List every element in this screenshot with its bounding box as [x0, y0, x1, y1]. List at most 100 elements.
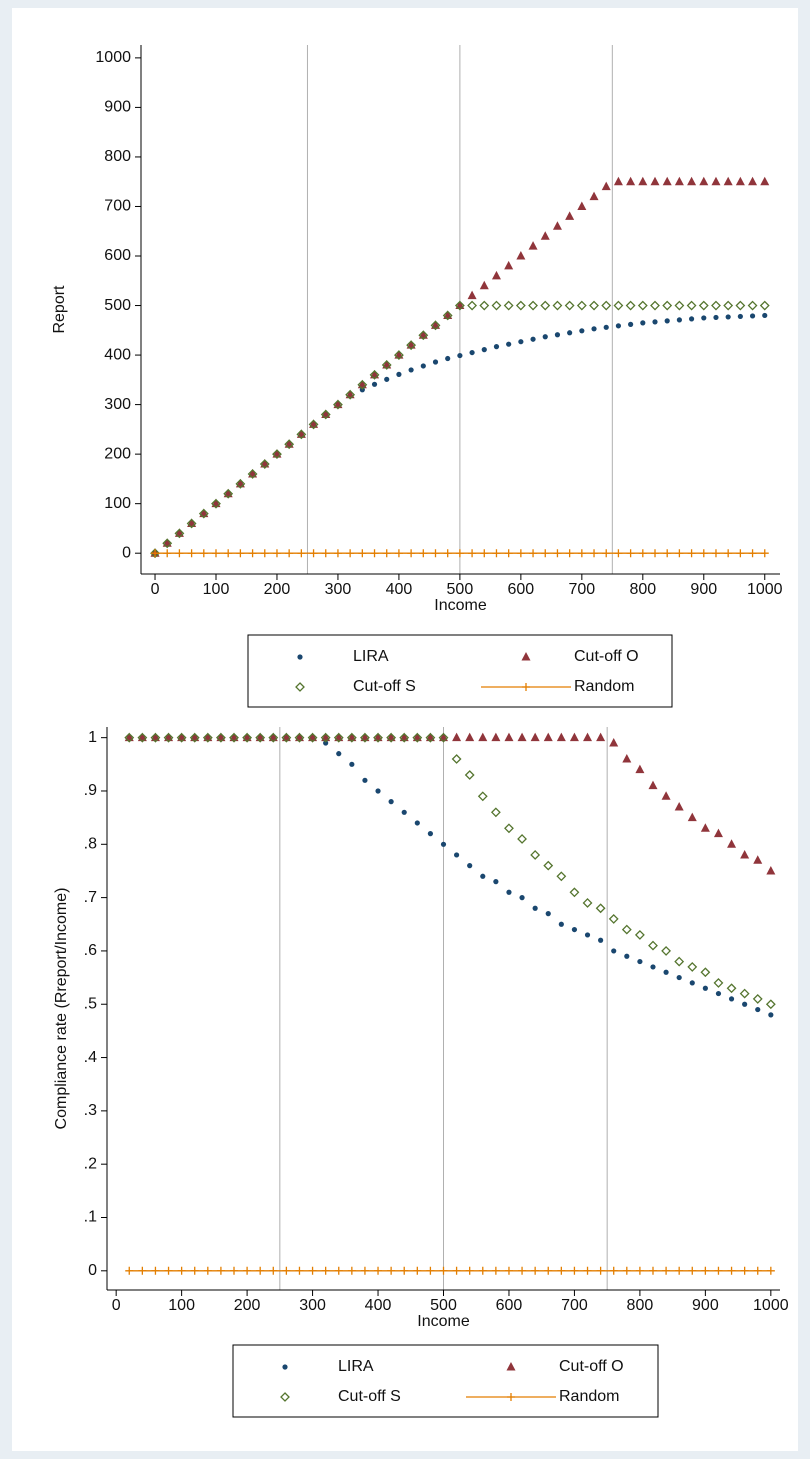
point	[554, 332, 561, 338]
legend-key	[295, 682, 305, 692]
point	[506, 889, 512, 895]
point	[601, 300, 612, 311]
point	[531, 1266, 540, 1275]
point	[490, 807, 501, 818]
legend-label: Cut-off O	[574, 648, 639, 665]
point	[296, 429, 307, 440]
point	[577, 201, 587, 210]
point	[567, 330, 573, 336]
x-tick-label: 700	[561, 1297, 588, 1314]
point	[766, 865, 776, 875]
point	[281, 732, 292, 743]
point	[675, 1266, 684, 1275]
point	[582, 898, 593, 908]
point	[414, 820, 420, 826]
point	[425, 732, 436, 743]
y-tick-label: 600	[104, 247, 131, 264]
point	[272, 549, 281, 558]
y-tick-label: 700	[104, 198, 131, 215]
point	[701, 1266, 710, 1275]
point	[516, 251, 526, 260]
point	[569, 732, 579, 742]
legend-label: Cut-off O	[559, 1358, 624, 1375]
point	[530, 732, 540, 742]
point	[477, 791, 488, 802]
point	[532, 905, 538, 911]
point	[408, 367, 414, 373]
legend-label: Random	[559, 1388, 619, 1405]
point	[480, 873, 486, 879]
y-tick-label: .6	[84, 942, 97, 959]
point	[624, 953, 630, 959]
point	[321, 1266, 330, 1275]
point	[400, 1266, 409, 1275]
point	[765, 999, 776, 1010]
point	[375, 788, 381, 794]
point	[516, 549, 525, 558]
point	[125, 1266, 134, 1275]
point	[663, 969, 669, 975]
point	[242, 732, 253, 743]
point	[565, 549, 574, 558]
point	[504, 549, 513, 558]
point	[124, 732, 135, 743]
point	[601, 181, 611, 191]
point	[583, 732, 593, 742]
point	[571, 926, 578, 933]
point	[426, 1266, 435, 1275]
point	[540, 231, 550, 240]
point	[674, 801, 684, 811]
point	[345, 389, 356, 400]
point	[418, 330, 429, 341]
point	[468, 549, 477, 558]
point	[662, 300, 673, 311]
point	[452, 732, 462, 742]
point	[622, 753, 632, 763]
y-tick-label: 400	[104, 346, 131, 363]
point	[430, 320, 441, 331]
point	[768, 1012, 774, 1018]
point	[622, 1266, 631, 1275]
point	[358, 549, 367, 558]
point	[224, 549, 233, 558]
point	[589, 191, 599, 201]
point	[309, 549, 318, 558]
point	[465, 1266, 474, 1275]
point	[357, 379, 368, 390]
point	[648, 1266, 657, 1275]
x-tick-label: 800	[627, 1297, 654, 1314]
point	[725, 314, 731, 320]
point	[626, 176, 636, 186]
point	[650, 176, 660, 186]
point	[688, 1266, 697, 1275]
y-tick-label: .7	[84, 889, 97, 906]
point	[635, 1266, 644, 1275]
y-tick-label: .8	[84, 836, 97, 853]
point	[651, 549, 660, 558]
point	[388, 799, 394, 805]
legend-label: Cut-off S	[338, 1388, 401, 1405]
point	[584, 932, 591, 938]
point	[739, 988, 750, 999]
x-axis-title: Income	[434, 597, 487, 614]
x-tick-label: 300	[299, 1297, 326, 1314]
point	[175, 549, 184, 558]
point	[650, 300, 660, 311]
point	[661, 791, 671, 800]
point	[723, 300, 734, 311]
point	[702, 985, 708, 991]
point	[176, 732, 187, 743]
point	[553, 549, 562, 558]
x-tick-label: 300	[325, 581, 352, 598]
point	[540, 300, 551, 311]
point	[699, 176, 709, 186]
point	[151, 549, 160, 558]
point	[638, 176, 648, 186]
point	[638, 549, 647, 558]
point	[591, 326, 597, 332]
x-tick-label: 500	[447, 581, 474, 598]
point	[676, 317, 682, 323]
point	[517, 834, 527, 844]
point	[478, 1266, 487, 1275]
